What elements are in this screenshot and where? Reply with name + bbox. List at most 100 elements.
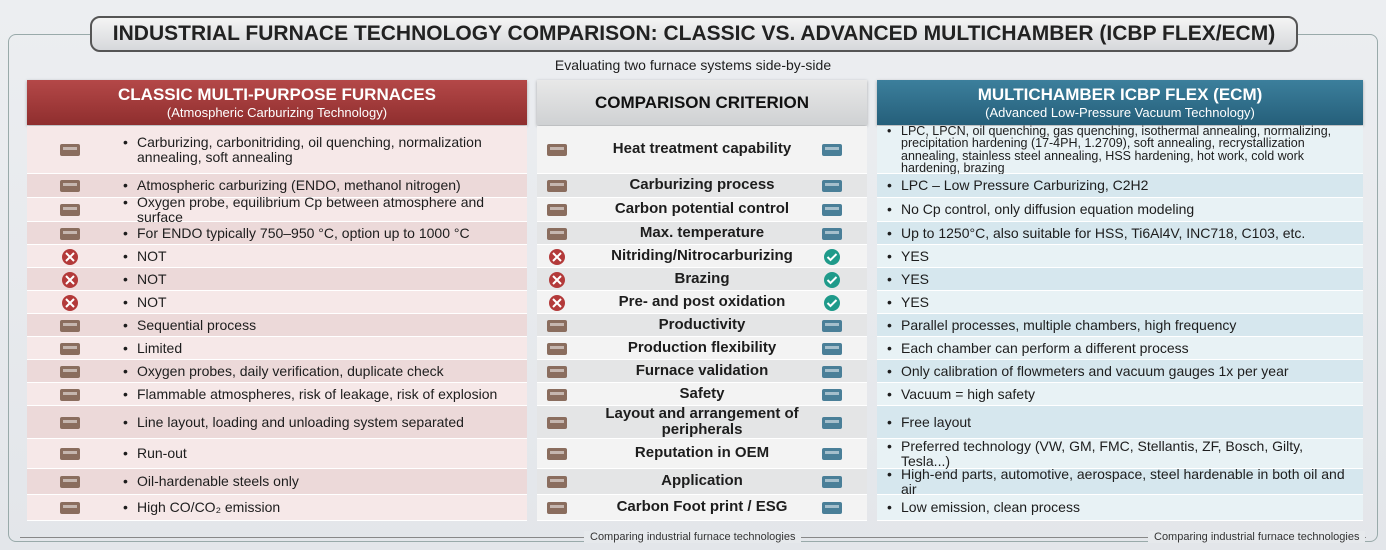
icon [60,416,80,429]
icon [547,365,567,378]
icon [822,502,842,514]
table-cell: Reputation in OEM [537,439,867,469]
icon [62,248,78,265]
icon [62,294,78,311]
table-cell: Each chamber can perform a different pro… [877,337,1363,360]
icon [547,448,567,460]
advanced-text: Up to 1250°C, also suitable for HSS, Ti6… [887,225,1305,241]
icon [824,248,840,265]
icon [822,227,842,240]
advanced-text: High-end parts, automotive, aerospace, s… [887,466,1355,496]
column-header: MULTICHAMBER ICBP FLEX (ECM) (Advanced Lo… [877,80,1363,125]
classic-text: Sequential process [123,317,256,333]
icon [822,144,842,156]
table-cell: High-end parts, automotive, aerospace, s… [877,466,1363,496]
advanced-text: YES [887,248,929,264]
subtitle: Evaluating two furnace systems side-by-s… [554,57,832,73]
advanced-text: No Cp control, only diffusion equation m… [887,202,1194,217]
table-cell: Run-out [27,439,527,469]
icon [60,476,80,488]
table-cell: Carbon potential control [537,198,867,222]
table-cell: NOT [27,268,527,291]
table-cell: YES [877,268,1363,291]
classic-text: Line layout, loading and unloading syste… [123,414,464,430]
advanced-text: YES [887,271,929,287]
classic-text: NOT [123,271,167,287]
column-header: CLASSIC MULTI-PURPOSE FURNACES (Atmospher… [27,80,527,125]
classic-text: Carburizing, carbonitriding, oil quenchi… [123,134,519,164]
title: INDUSTRIAL FURNACE TECHNOLOGY COMPARISON… [90,16,1298,52]
column-subtitle: (Atmospheric Carburizing Technology) [166,105,388,120]
table-cell: Flammable atmospheres, risk of leakage, … [27,383,527,406]
classic-text: Oxygen probe, equilibrium Cp between atm… [123,194,519,224]
icon [549,248,565,265]
classic-text: Flammable atmospheres, risk of leakage, … [123,386,497,402]
icon [822,388,842,401]
icon [547,388,567,401]
table-cell: Preferred technology (VW, GM, FMC, Stell… [877,438,1363,469]
table-cell: Heat treatment capability [537,126,867,174]
icon [547,144,567,156]
classic-text: For ENDO typically 750–950 °C, option up… [123,225,470,241]
icon [547,416,567,429]
advanced-text: LPC, LPCN, oil quenching, gas quenching,… [887,124,1355,175]
table-cell: Carburizing, carbonitriding, oil quenchi… [27,126,527,174]
icon [822,416,842,429]
advanced-text: Free layout [887,414,971,430]
icon [60,388,80,401]
icon [824,294,840,311]
table-cell: Layout and arrangement of peripherals [537,405,867,439]
classic-text: Oxygen probes, daily verification, dupli… [123,363,444,379]
advanced-text: Vacuum = high safety [887,386,1035,402]
table-cell: Furnace validation [537,360,867,383]
table-cell: Brazing [537,268,867,291]
icon [822,365,842,378]
icon [822,342,842,355]
icon [822,448,842,460]
table-cell: Production flexibility [537,337,867,360]
table-cell: No Cp control, only diffusion equation m… [877,198,1363,222]
icon [547,342,567,355]
table-cell: LPC – Low Pressure Carburizing, C2H2 [877,174,1363,198]
table-cell: YES [877,291,1363,314]
table-cell: Oxygen probes, daily verification, dupli… [27,360,527,383]
classic-text: Atmospheric carburizing (ENDO, methanol … [123,178,461,193]
table-cell: Max. temperature [537,222,867,245]
table-cell: Pre- and post oxidation [537,291,867,314]
table-cell: Nitriding/Nitrocarburizing [537,245,867,268]
table-cell: Vacuum = high safety [877,383,1363,406]
table-cell: Carbon Foot print / ESG [537,495,867,521]
table-cell: LPC, LPCN, oil quenching, gas quenching,… [877,124,1363,175]
table-cell: Free layout [877,406,1363,439]
table-cell: Productivity [537,314,867,337]
icon [60,180,80,192]
icon [60,365,80,378]
icon [547,227,567,240]
column-title: CLASSIC MULTI-PURPOSE FURNACES [118,85,436,104]
icon [824,271,840,288]
advanced-text: Each chamber can perform a different pro… [887,340,1189,356]
table-cell: Low emission, clean process [877,495,1363,521]
icon [60,319,80,332]
column-title: MULTICHAMBER ICBP FLEX (ECM) [977,85,1263,104]
icon [60,502,80,514]
table-cell: Parallel processes, multiple chambers, h… [877,314,1363,337]
classic-text: High CO/CO₂ emission [123,500,280,515]
advanced-text: Low emission, clean process [887,500,1080,515]
table-cell: High CO/CO₂ emission [27,495,527,521]
table-cell: NOT [27,291,527,314]
table-cell: Oxygen probe, equilibrium Cp between atm… [27,194,527,224]
icon [547,502,567,514]
advanced-text: Preferred technology (VW, GM, FMC, Stell… [887,438,1355,468]
footer-text: Comparing industrial furnace technologie… [584,531,802,543]
icon [822,180,842,192]
table-cell: Application [537,469,867,495]
table-cell: Sequential process [27,314,527,337]
icon [547,204,567,216]
classic-text: NOT [123,248,167,264]
classic-text: Limited [123,340,182,356]
column-subtitle: (Advanced Low-Pressure Vacuum Technology… [985,105,1255,120]
classic-text: Run-out [123,446,187,461]
icon [60,448,80,460]
